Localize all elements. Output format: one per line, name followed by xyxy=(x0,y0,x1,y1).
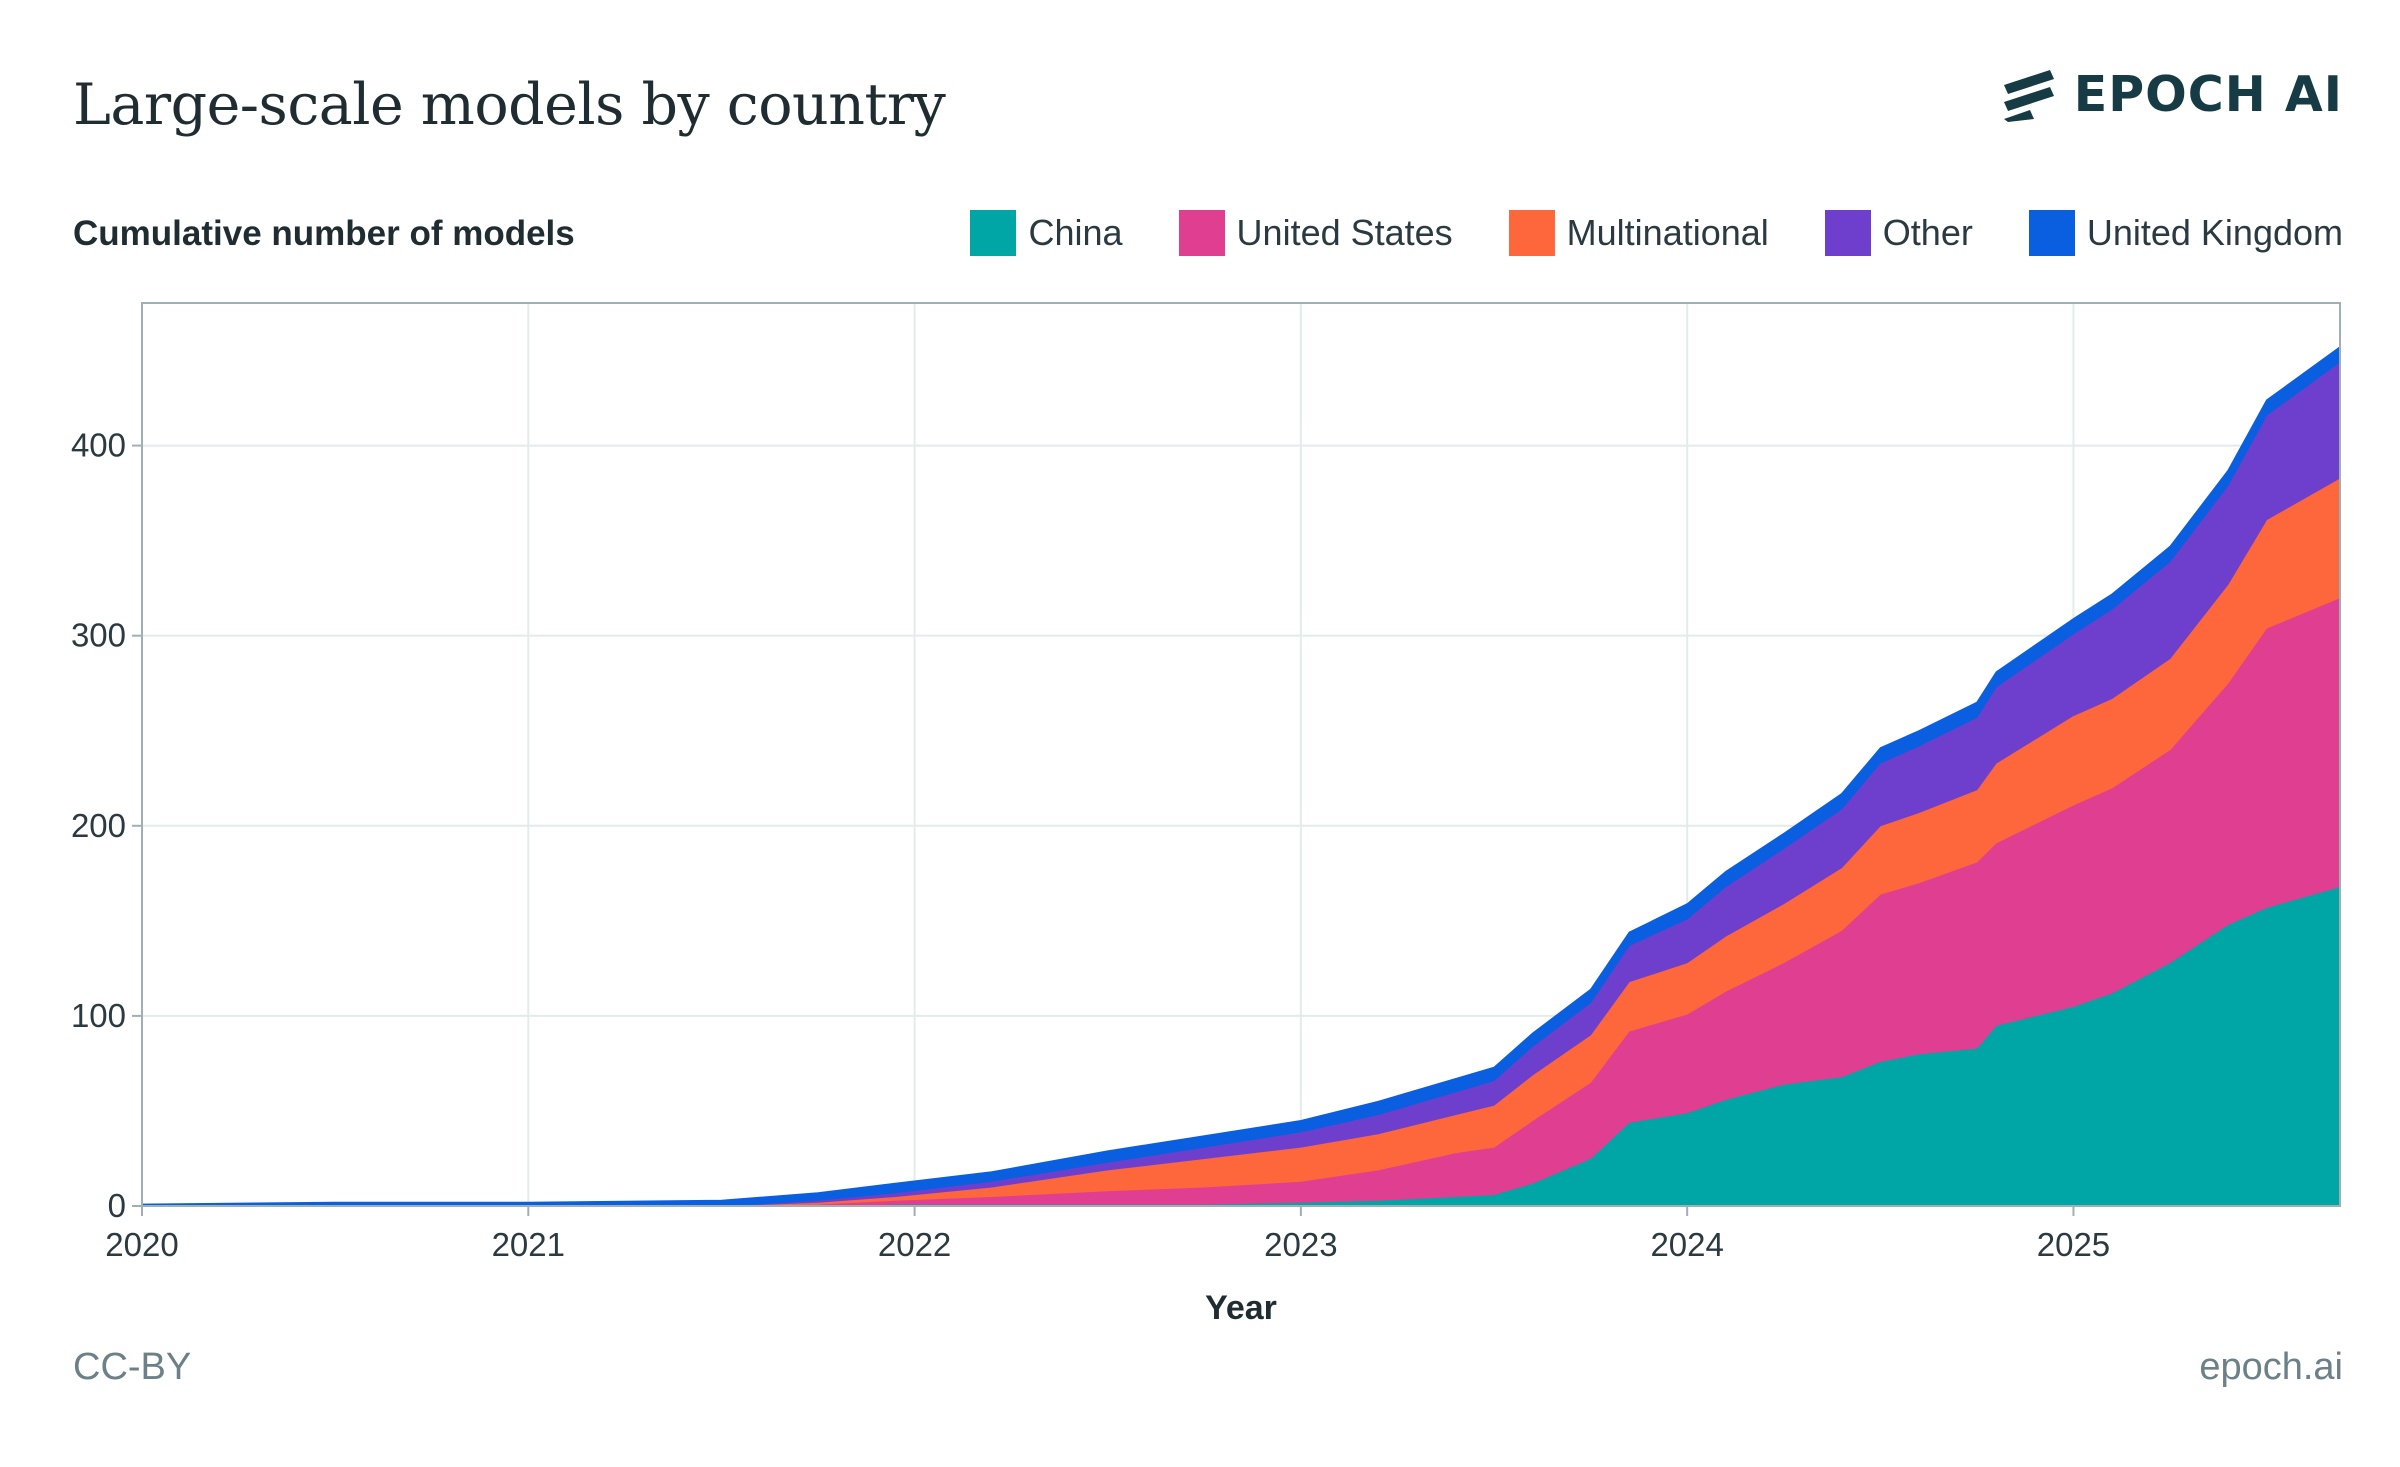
license-label: CC-BY xyxy=(73,1346,192,1388)
chart-title: Large-scale models by country xyxy=(73,72,946,138)
y-tick-label: 300 xyxy=(71,617,126,654)
legend-label-china: China xyxy=(1028,212,1123,253)
x-tick-label: 2023 xyxy=(1264,1226,1337,1263)
legend-label-united-states: United States xyxy=(1236,212,1453,253)
y-tick-label: 100 xyxy=(71,997,126,1034)
x-tick-label: 2024 xyxy=(1650,1226,1723,1263)
x-tick-label: 2025 xyxy=(2037,1226,2110,1263)
legend-item-multinational[interactable]: Multinational xyxy=(1508,210,1769,256)
legend-item-united-states[interactable]: United States xyxy=(1178,210,1453,256)
legend-item-china[interactable]: China xyxy=(970,210,1123,256)
y-tick-label: 200 xyxy=(71,807,126,844)
y-axis-title: Cumulative number of models xyxy=(73,214,575,253)
x-tick-label: 2021 xyxy=(492,1226,565,1263)
legend-label-other: Other xyxy=(1882,212,1973,253)
legend-swatch-multinational xyxy=(1508,210,1555,256)
legend-item-other[interactable]: Other xyxy=(1824,210,1973,256)
legend-swatch-china xyxy=(970,210,1017,256)
legend-swatch-united-states xyxy=(1178,210,1225,256)
brand-name: EPOCH AI xyxy=(2073,66,2343,123)
brand-logo: EPOCH AI xyxy=(2000,66,2343,123)
x-tick-label: 2020 xyxy=(105,1226,178,1263)
legend: China United States Multinational Other … xyxy=(970,210,2343,256)
legend-label-multinational: Multinational xyxy=(1566,212,1769,253)
x-tick-label: 2022 xyxy=(878,1226,951,1263)
legend-swatch-other xyxy=(1824,210,1871,256)
plot-frame xyxy=(141,302,2341,1207)
epoch-logo-icon xyxy=(2003,69,2054,122)
legend-item-united-kingdom[interactable]: United Kingdom xyxy=(2028,210,2343,256)
y-tick-label: 400 xyxy=(71,427,126,464)
y-tick-label: 0 xyxy=(108,1187,126,1224)
legend-label-united-kingdom: United Kingdom xyxy=(2086,212,2343,253)
x-axis-title: Year xyxy=(1205,1289,1277,1327)
legend-swatch-united-kingdom xyxy=(2028,210,2075,256)
site-link[interactable]: epoch.ai xyxy=(2199,1346,2343,1388)
